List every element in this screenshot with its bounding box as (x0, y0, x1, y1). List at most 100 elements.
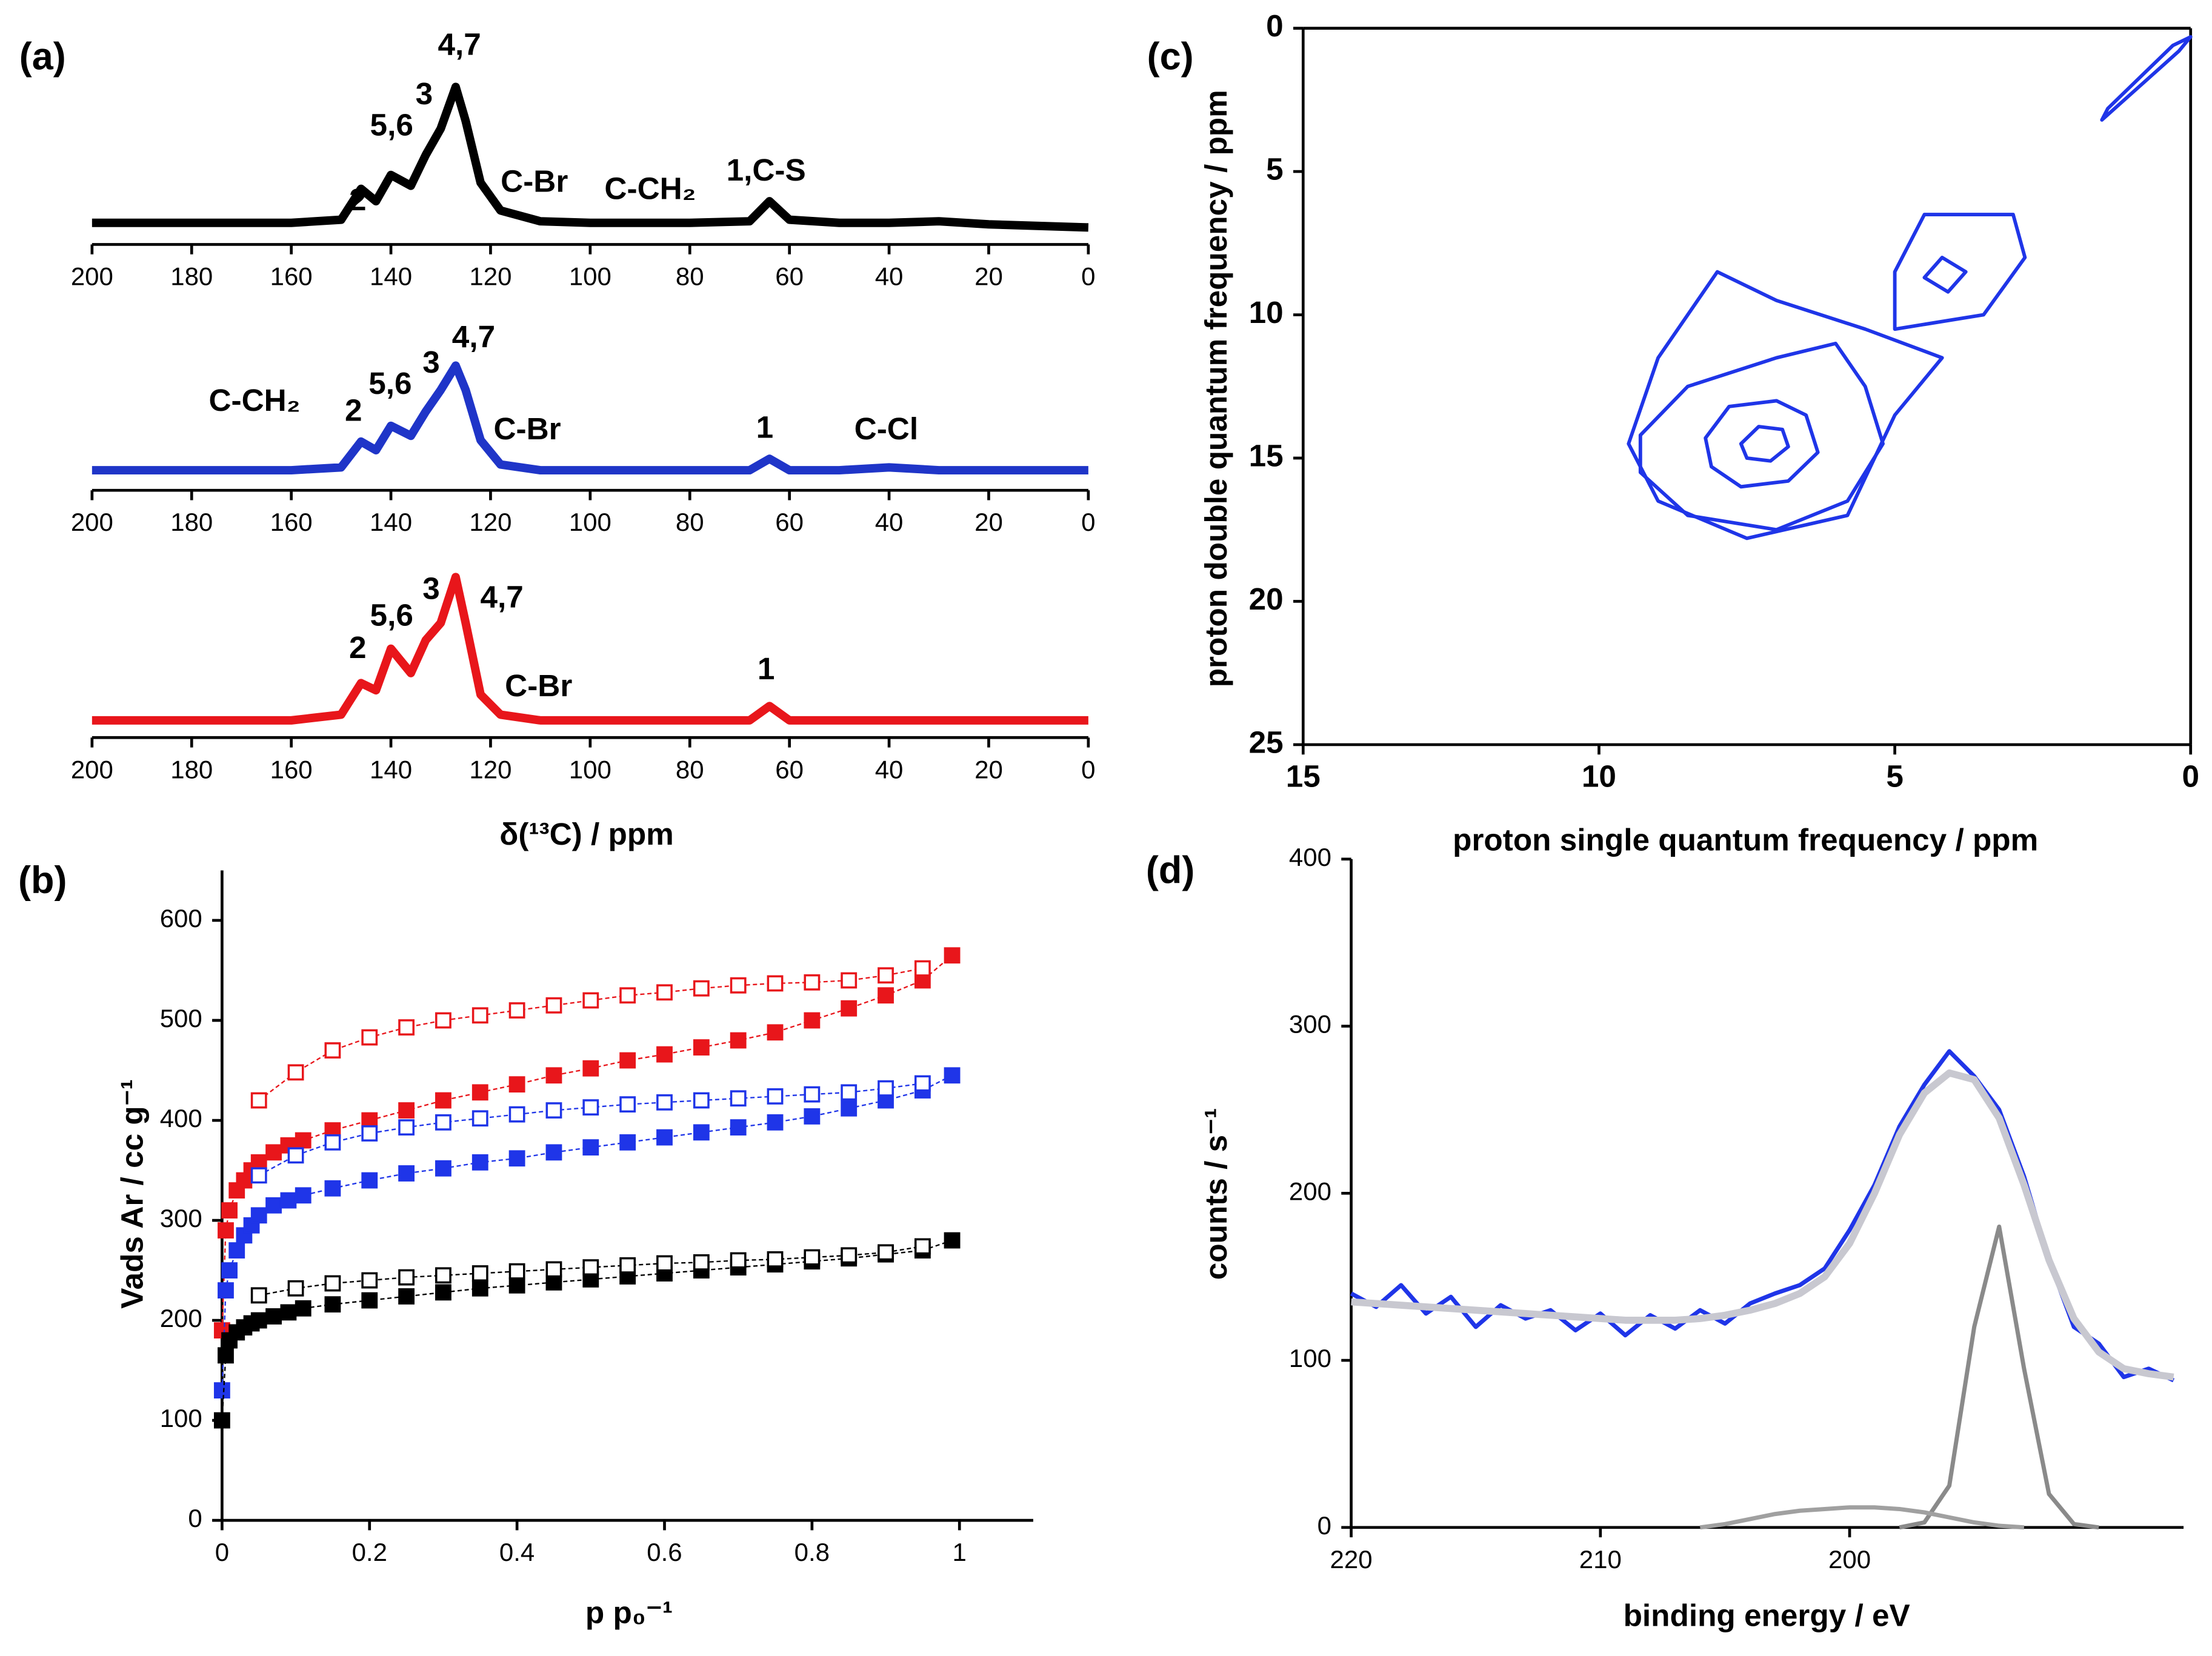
x-tick-label: 180 (170, 755, 213, 783)
x-tick-label: 200 (71, 755, 113, 783)
annotation: 2 (349, 182, 367, 217)
x-tick-label: 220 (1330, 1545, 1373, 1574)
marker (471, 1154, 488, 1171)
y-axis-label: Vads Ar / cc g⁻¹ (115, 1079, 149, 1309)
x-tick-label: 40 (875, 755, 904, 783)
marker (361, 1172, 378, 1189)
marker (435, 1012, 451, 1029)
contour (1739, 425, 1790, 463)
y-tick-label: 0 (188, 1504, 202, 1532)
marker (508, 1002, 525, 1019)
marker (508, 1150, 525, 1167)
x-tick-label: 120 (469, 755, 511, 783)
x-tick-label: 5 (1886, 759, 1904, 793)
x-tick-label: 0.8 (795, 1538, 830, 1566)
x-tick-label: 1 (953, 1538, 967, 1566)
annotation: 5,6 (370, 107, 413, 142)
x-tick-label: 40 (875, 262, 904, 290)
annotation: 1 (758, 651, 775, 686)
marker (250, 1312, 267, 1329)
marker (213, 1412, 230, 1429)
marker (767, 975, 784, 992)
x-tick-label: 100 (569, 755, 611, 783)
marker (398, 1119, 415, 1136)
marker (914, 960, 931, 977)
marker (767, 1024, 784, 1041)
x-axis-label: proton single quantum frequency / ppm (1453, 822, 2038, 857)
contour (1922, 256, 1968, 294)
contour (2100, 35, 2193, 122)
x-tick-label: 160 (270, 508, 313, 536)
marker (287, 1147, 304, 1164)
marker (944, 947, 961, 964)
marker (730, 1252, 747, 1269)
annotation: C-Cl (854, 411, 918, 446)
connector (258, 1082, 923, 1176)
annotation: 4,7 (452, 319, 495, 354)
marker (361, 1125, 378, 1142)
marker (471, 1007, 488, 1024)
y-tick-label: 200 (160, 1304, 202, 1332)
marker (545, 1144, 562, 1161)
marker (804, 974, 821, 991)
marker (619, 1052, 636, 1069)
marker (435, 1267, 451, 1284)
marker (265, 1144, 282, 1161)
marker (767, 1114, 784, 1131)
y-tick-label: 400 (160, 1104, 202, 1132)
data-line (92, 82, 1089, 232)
x-tick-label: 0 (215, 1538, 229, 1566)
y-tick-label: 25 (1249, 725, 1284, 759)
x-tick-label: 40 (875, 508, 904, 536)
marker (619, 1257, 636, 1274)
x-tick-label: 0.2 (352, 1538, 387, 1566)
marker (656, 1129, 673, 1146)
y-tick-label: 300 (160, 1204, 202, 1232)
marker (398, 1269, 415, 1286)
annotation: 4,7 (480, 579, 523, 614)
x-tick-label: 60 (775, 262, 804, 290)
x-tick-label: 100 (569, 262, 611, 290)
panel-label: (d) (1146, 850, 1194, 892)
x-tick-label: 140 (370, 508, 412, 536)
marker (471, 1084, 488, 1101)
annotation: 5,6 (370, 598, 413, 633)
connector (221, 1239, 953, 1421)
marker (545, 1102, 562, 1119)
marker (545, 997, 562, 1014)
x-tick-label: 180 (170, 262, 213, 290)
y-axis-label: proton double quantum frequency / ppm (1199, 90, 1233, 687)
annotation: 3 (416, 76, 433, 111)
x-tick-label: 0 (1081, 508, 1095, 536)
x-tick-label: 200 (71, 508, 113, 536)
marker (545, 1067, 562, 1084)
annotation: 1 (756, 410, 774, 444)
marker (944, 1067, 961, 1084)
annotation: 5,6 (368, 366, 411, 401)
marker (656, 984, 673, 1001)
marker (730, 1119, 747, 1136)
marker (582, 1139, 599, 1156)
x-tick-label: 140 (370, 755, 412, 783)
x-tick-label: 0 (1081, 262, 1095, 290)
connector (258, 968, 923, 1101)
marker (398, 1165, 415, 1182)
annotation: 3 (422, 571, 440, 605)
marker (508, 1076, 525, 1093)
contour (1638, 341, 1885, 532)
data-line (1699, 1505, 2025, 1530)
x-tick-label: 0.6 (647, 1538, 682, 1566)
marker (841, 1247, 858, 1264)
x-tick-label: 120 (469, 508, 511, 536)
marker (398, 1288, 415, 1305)
x-tick-label: 120 (469, 262, 511, 290)
y-tick-label: 5 (1266, 152, 1284, 187)
marker (730, 1032, 747, 1049)
data-line (1899, 1224, 2099, 1530)
marker (324, 1296, 341, 1313)
marker (730, 1090, 747, 1107)
marker (841, 1084, 858, 1101)
y-tick-label: 200 (1289, 1177, 1331, 1205)
marker (228, 1242, 245, 1259)
